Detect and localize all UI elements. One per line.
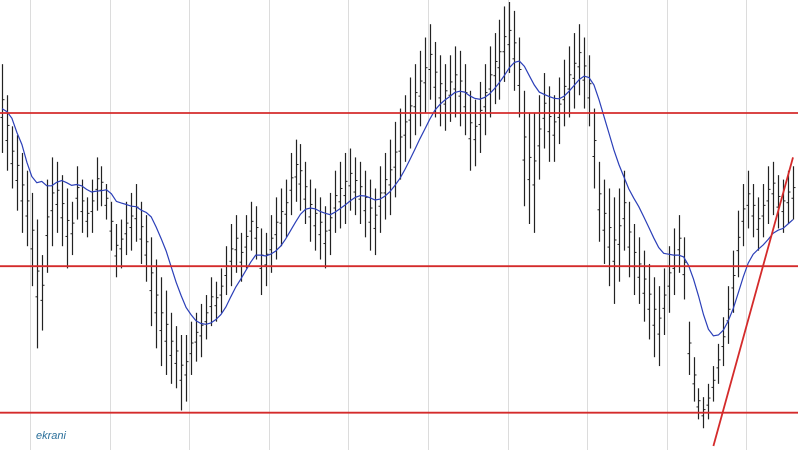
vertical-gridlines [30,0,747,450]
watermark-logo: ekrani [36,430,66,442]
trendline [712,157,794,447]
ohlc-bars [0,2,796,429]
moving-average-line [1,60,794,337]
horizontal-levels [0,112,798,414]
